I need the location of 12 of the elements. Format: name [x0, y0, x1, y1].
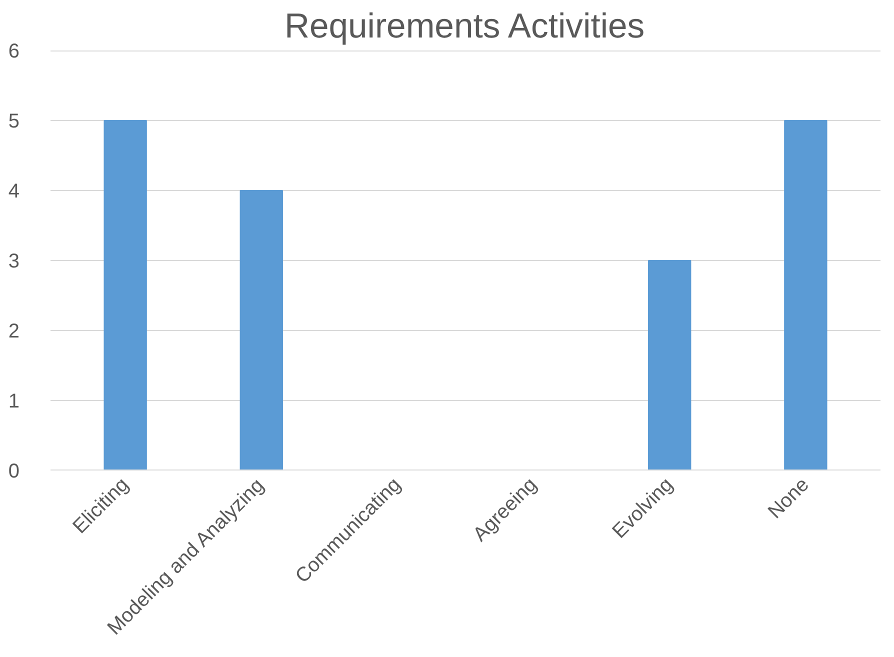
y-tick-label: 3: [8, 250, 20, 272]
y-tick-label: 4: [8, 180, 20, 202]
y-tick-label: 6: [8, 40, 20, 62]
bar: [648, 260, 692, 470]
y-tick-label: 1: [8, 390, 20, 412]
y-tick-label: 2: [8, 320, 20, 342]
bar: [104, 120, 147, 470]
bar: [240, 190, 283, 470]
chart-title: Requirements Activities: [284, 8, 645, 46]
y-tick-label: 5: [8, 110, 20, 132]
bar: [784, 120, 828, 470]
y-tick-label: 0: [8, 460, 20, 482]
